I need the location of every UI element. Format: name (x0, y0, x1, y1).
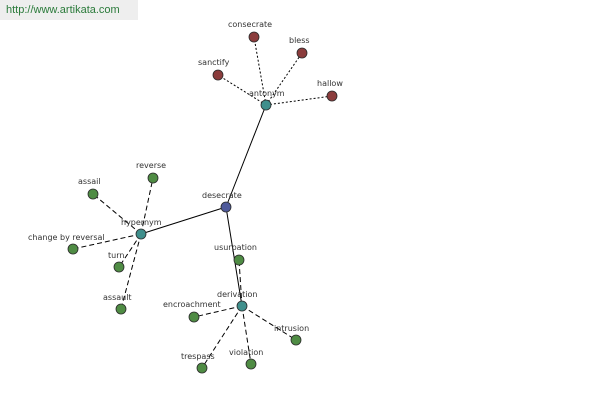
edge-hypernym-assail (92, 193, 142, 235)
edge-desecrate-hypernym (140, 206, 227, 235)
label-usurpation[interactable]: usurpation (214, 243, 257, 252)
edge-hypernym-reverse (140, 177, 154, 235)
edge-desecrate-derivation (225, 206, 243, 307)
node-hypernym[interactable] (135, 228, 147, 240)
label-violation[interactable]: violation (229, 348, 263, 357)
node-encroachment[interactable] (188, 311, 200, 323)
node-intrusion[interactable] (290, 334, 302, 346)
edge-hypernym-assault (120, 233, 142, 310)
edge-derivation-trespass (201, 305, 243, 369)
node-derivation[interactable] (236, 300, 248, 312)
label-reverse[interactable]: reverse (136, 161, 166, 170)
label-hypernym[interactable]: hypernym (121, 218, 162, 227)
node-antonym[interactable] (260, 99, 272, 111)
url-banner: http://www.artikata.com (0, 0, 138, 20)
edge-derivation-violation (241, 305, 252, 365)
edge-antonym-hallow (265, 95, 333, 106)
node-desecrate[interactable] (220, 201, 232, 213)
node-consecrate[interactable] (248, 31, 260, 43)
node-hallow[interactable] (326, 90, 338, 102)
label-hallow[interactable]: hallow (317, 79, 343, 88)
label-consecrate[interactable]: consecrate (228, 20, 272, 29)
label-turn[interactable]: turn (108, 251, 124, 260)
label-antonym[interactable]: antonym (249, 89, 285, 98)
label-sanctify[interactable]: sanctify (198, 58, 230, 67)
label-encroachment[interactable]: encroachment (163, 300, 221, 309)
node-turn[interactable] (113, 261, 125, 273)
label-change-by-reversal[interactable]: change by reversal (28, 233, 105, 242)
label-intrusion[interactable]: intrusion (274, 324, 309, 333)
edge-hypernym-change-by-reversal (72, 233, 142, 250)
node-usurpation[interactable] (233, 254, 245, 266)
graph-nodes (67, 31, 338, 374)
site-url[interactable]: http://www.artikata.com (6, 4, 120, 16)
node-assault[interactable] (115, 303, 127, 315)
node-violation[interactable] (245, 358, 257, 370)
label-bless[interactable]: bless (289, 36, 310, 45)
edge-hypernym-turn (118, 233, 142, 268)
label-trespass[interactable]: trespass (181, 352, 215, 361)
node-change-by-reversal[interactable] (67, 243, 79, 255)
edge-derivation-encroachment (193, 305, 243, 318)
label-assail[interactable]: assail (78, 177, 101, 186)
label-desecrate[interactable]: desecrate (202, 191, 242, 200)
graph-labels: desecrate antonym hypernym derivation consec… (28, 20, 343, 361)
node-sanctify[interactable] (212, 69, 224, 81)
label-derivation[interactable]: derivation (217, 290, 257, 299)
edge-antonym-bless (265, 52, 303, 106)
edge-antonym-consecrate (253, 36, 267, 106)
label-assault[interactable]: assault (103, 293, 132, 302)
node-assail[interactable] (87, 188, 99, 200)
edge-desecrate-antonym (225, 104, 267, 208)
edge-antonym-sanctify (217, 74, 267, 106)
node-trespass[interactable] (196, 362, 208, 374)
node-reverse[interactable] (147, 172, 159, 184)
graph-edges (72, 36, 333, 369)
node-bless[interactable] (296, 47, 308, 59)
edge-derivation-intrusion (241, 305, 297, 341)
